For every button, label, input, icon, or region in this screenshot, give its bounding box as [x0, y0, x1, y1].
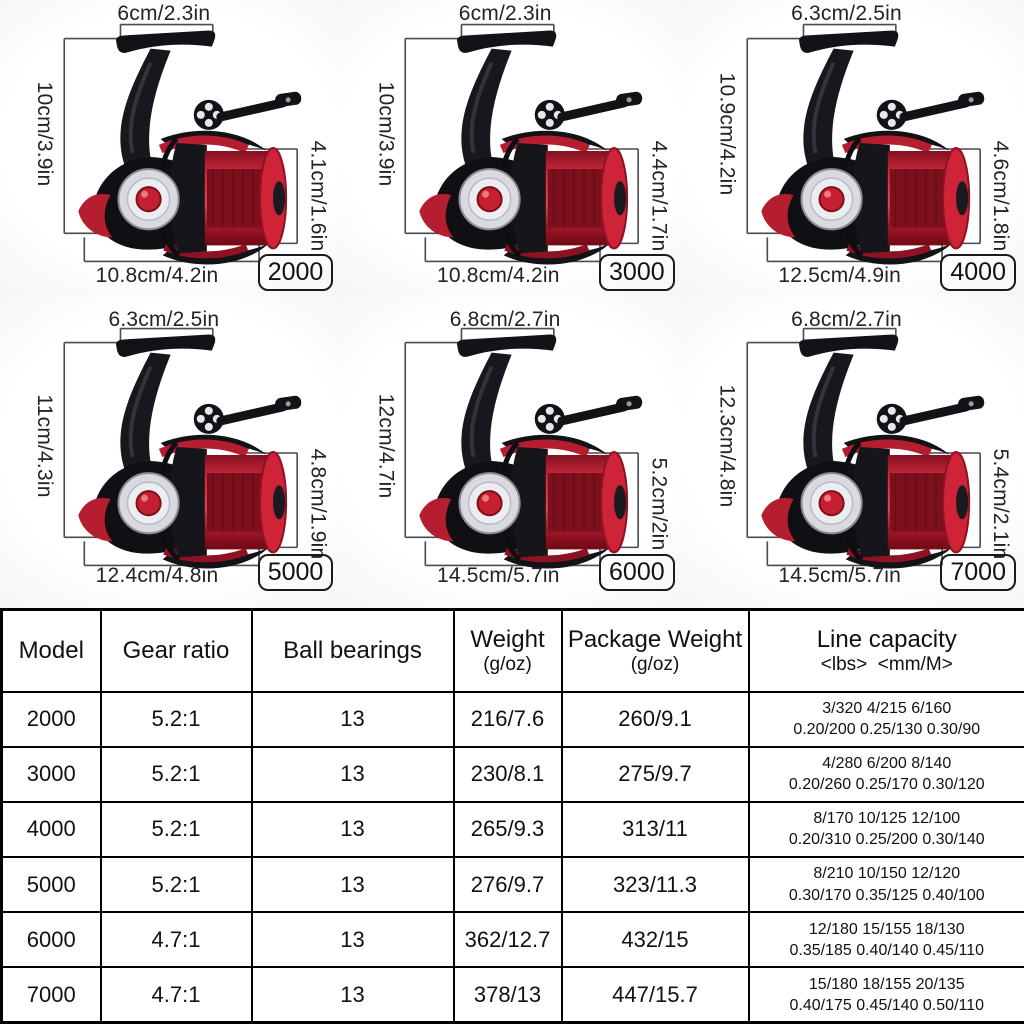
- spec-row-3000: 3000 5.2:1 13 230/8.1 275/9.7 4/280 6/20…: [0, 745, 1024, 803]
- cell-line-capacity: 15/180 18/155 20/135 0.40/175 0.45/140 0…: [747, 966, 1024, 1024]
- dim-length-label: 10.8cm/4.2in: [437, 264, 560, 287]
- cell-weight: 276/9.7: [452, 855, 563, 914]
- cell-weight: 265/9.3: [452, 800, 563, 858]
- header-package-weight: Package Weight (g/oz): [560, 608, 750, 693]
- dim-length-label: 10.8cm/4.2in: [95, 264, 219, 287]
- dim-handle-width-label: 6cm/2.3in: [117, 2, 211, 25]
- dim-spool-height-label: 4.4cm/1.7in: [647, 140, 671, 252]
- header-model-label: Model: [18, 636, 84, 664]
- cell-package-weight: 260/9.1: [560, 690, 750, 748]
- model-badge-2000: 2000: [257, 254, 334, 291]
- cell-package-weight: 447/15.7: [560, 966, 750, 1024]
- cell-model: 7000: [0, 966, 102, 1024]
- model-badge-6000: 6000: [599, 554, 675, 591]
- cell-package-weight: 323/11.3: [560, 855, 750, 914]
- dim-length-label: 14.5cm/5.7in: [778, 564, 901, 587]
- dim-height-label: 12.3cm/4.8in: [715, 384, 739, 508]
- spec-row-2000: 2000 5.2:1 13 216/7.6 260/9.1 3/320 4/21…: [0, 690, 1024, 748]
- dim-height-label: 10.9cm/4.2in: [715, 72, 739, 196]
- dim-spool-height-label: 4.8cm/1.9in: [306, 448, 330, 560]
- header-gear-ratio-label: Gear ratio: [122, 636, 230, 664]
- cell-gear-ratio: 5.2:1: [99, 855, 253, 914]
- cell-package-weight: 275/9.7: [560, 745, 750, 803]
- cell-ball-bearings: 13: [250, 855, 455, 914]
- cell-weight: 216/7.6: [452, 690, 563, 748]
- cell-model: 4000: [0, 800, 102, 858]
- cell-ball-bearings: 13: [250, 800, 455, 858]
- dim-height-label: 10cm/3.9in: [33, 81, 56, 187]
- cell-gear-ratio: 5.2:1: [99, 800, 253, 858]
- dim-handle-width-label: 6cm/2.3in: [458, 2, 552, 25]
- cell-package-weight: 313/11: [560, 800, 750, 858]
- reel-diagrams: 6cm/2.3in 10cm/3.9in 4.1cm/1.6in 10.8cm/…: [0, 0, 1024, 608]
- dim-height-label: 10cm/3.9in: [374, 81, 398, 187]
- cell-line-capacity: 8/210 10/150 12/120 0.30/170 0.35/125 0.…: [747, 855, 1024, 914]
- cell-weight: 230/8.1: [452, 745, 563, 803]
- cell-gear-ratio: 5.2:1: [99, 745, 253, 803]
- cell-model: 6000: [0, 911, 102, 969]
- reel-diagram-4000: 6.3cm/2.5in 10.9cm/4.2in 4.6cm/1.8in 12.…: [682, 0, 1024, 296]
- cell-gear-ratio: 5.2:1: [99, 690, 253, 748]
- cell-weight: 378/13: [452, 966, 563, 1024]
- header-ball-bearings-label: Ball bearings: [283, 636, 422, 664]
- cell-gear-ratio: 4.7:1: [99, 911, 253, 969]
- cell-line-capacity: 12/180 15/155 18/130 0.35/185 0.40/140 0…: [747, 911, 1024, 969]
- spec-row-6000: 6000 4.7:1 13 362/12.7 432/15 12/180 15/…: [0, 911, 1024, 969]
- spec-row-5000: 5000 5.2:1 13 276/9.7 323/11.3 8/210 10/…: [0, 855, 1024, 914]
- cell-ball-bearings: 13: [250, 745, 455, 803]
- reel-diagram-6000: 6.8cm/2.7in 12cm/4.7in 5.2cm/2in 14.5cm/…: [341, 296, 683, 608]
- dim-spool-height-label: 4.6cm/1.8in: [989, 140, 1012, 252]
- dim-handle-width-label: 6.8cm/2.7in: [791, 308, 902, 331]
- header-weight: Weight (g/oz): [452, 608, 563, 693]
- dim-spool-height-label: 5.2cm/2in: [647, 457, 671, 551]
- cell-line-capacity: 4/280 6/200 8/140 0.20/260 0.25/170 0.30…: [747, 745, 1024, 803]
- spec-table-header-row: Model Gear ratio Ball bearings Weight (g/…: [0, 608, 1024, 693]
- model-badge-5000: 5000: [257, 554, 334, 591]
- header-ball-bearings: Ball bearings: [250, 608, 455, 693]
- cell-gear-ratio: 4.7:1: [99, 966, 253, 1024]
- cell-model: 2000: [0, 690, 102, 748]
- dim-length-label: 12.5cm/4.9in: [778, 264, 901, 287]
- cell-ball-bearings: 13: [250, 690, 455, 748]
- reel-diagram-3000: 6cm/2.3in 10cm/3.9in 4.4cm/1.7in 10.8cm/…: [341, 0, 683, 296]
- model-badge-4000: 4000: [940, 254, 1016, 291]
- dim-spool-height-label: 4.1cm/1.6in: [306, 140, 330, 252]
- cell-line-capacity: 3/320 4/215 6/160 0.20/200 0.25/130 0.30…: [747, 690, 1024, 748]
- cell-line-capacity: 8/170 10/125 12/100 0.20/310 0.25/200 0.…: [747, 800, 1024, 858]
- cell-model: 3000: [0, 745, 102, 803]
- reel-diagram-2000: 6cm/2.3in 10cm/3.9in 4.1cm/1.6in 10.8cm/…: [0, 0, 342, 296]
- dim-length-label: 14.5cm/5.7in: [437, 564, 560, 587]
- header-line-capacity: Line capacity <lbs> <mm/M>: [747, 608, 1024, 693]
- dim-height-label: 11cm/4.3in: [33, 394, 56, 498]
- spec-table: Model Gear ratio Ball bearings Weight (g/…: [0, 608, 1024, 1024]
- cell-weight: 362/12.7: [452, 911, 563, 969]
- dim-length-label: 12.4cm/4.8in: [95, 564, 219, 587]
- dim-handle-width-label: 6.3cm/2.5in: [108, 308, 220, 331]
- cell-ball-bearings: 13: [250, 911, 455, 969]
- cell-package-weight: 432/15: [560, 911, 750, 969]
- reel-diagram-5000: 6.3cm/2.5in 11cm/4.3in 4.8cm/1.9in 12.4c…: [0, 296, 342, 608]
- dim-spool-height-label: 5.4cm/2.1in: [989, 448, 1012, 560]
- spec-row-4000: 4000 5.2:1 13 265/9.3 313/11 8/170 10/12…: [0, 800, 1024, 858]
- cell-ball-bearings: 13: [250, 966, 455, 1024]
- reel-diagram-7000: 6.8cm/2.7in 12.3cm/4.8in 5.4cm/2.1in 14.…: [682, 296, 1024, 608]
- model-badge-7000: 7000: [940, 554, 1016, 591]
- header-gear-ratio: Gear ratio: [99, 608, 253, 693]
- dim-handle-width-label: 6.3cm/2.5in: [791, 2, 902, 25]
- spec-row-7000: 7000 4.7:1 13 378/13 447/15.7 15/180 18/…: [0, 966, 1024, 1024]
- cell-model: 5000: [0, 855, 102, 914]
- header-model: Model: [0, 608, 102, 693]
- dim-height-label: 12cm/4.7in: [374, 393, 398, 499]
- dim-handle-width-label: 6.8cm/2.7in: [449, 308, 561, 331]
- model-badge-3000: 3000: [599, 254, 675, 291]
